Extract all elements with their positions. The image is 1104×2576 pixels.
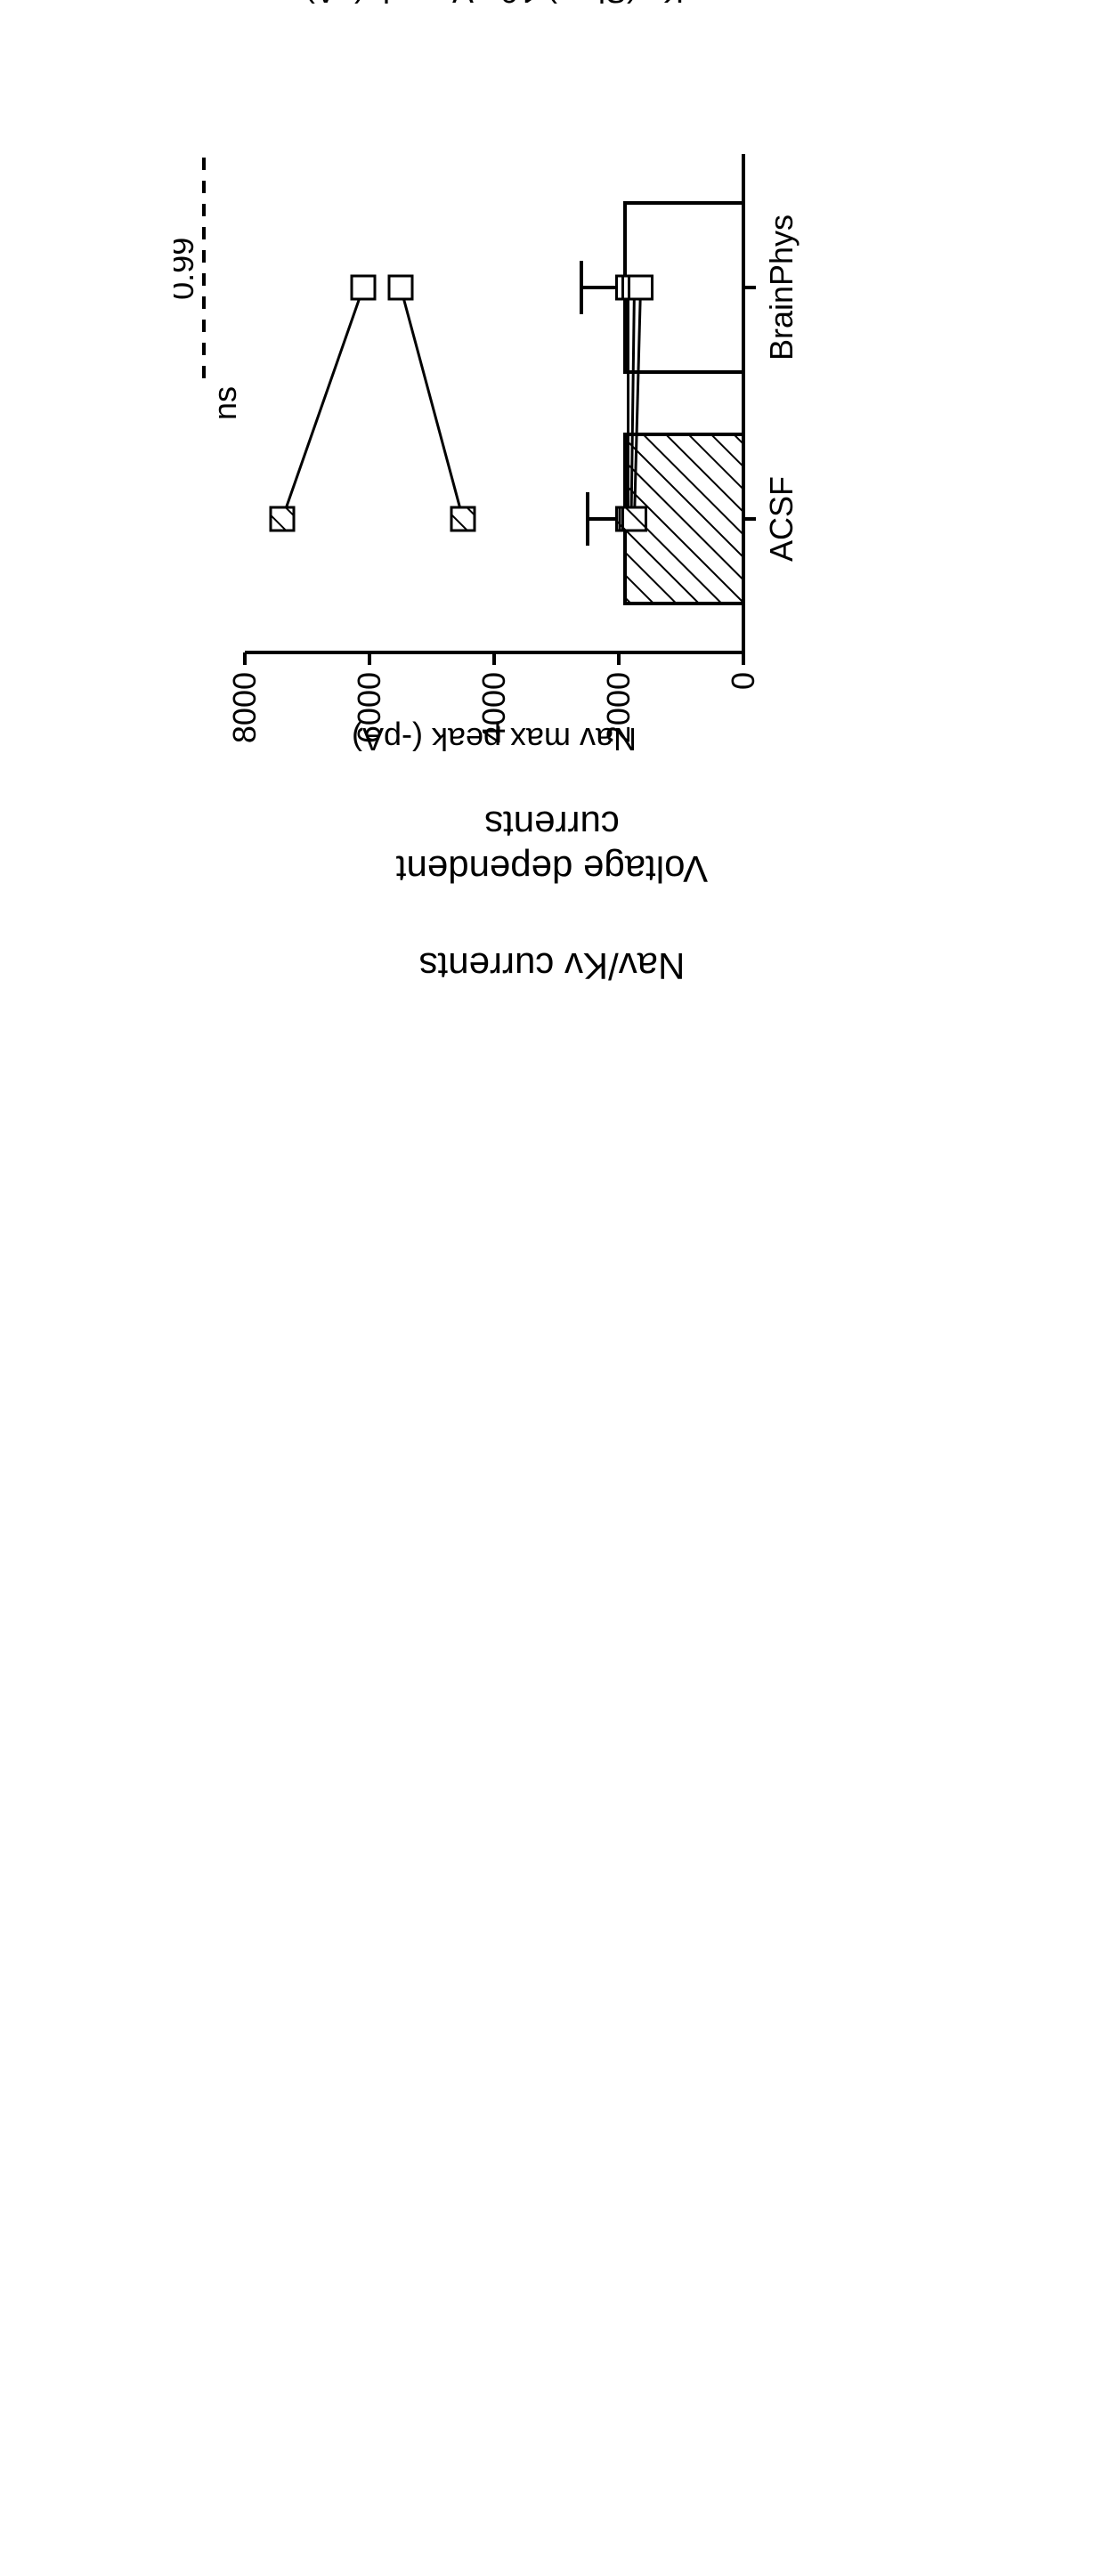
svg-text:BrainPhys: BrainPhys (763, 215, 800, 360)
svg-text:ACSF: ACSF (763, 476, 800, 562)
svg-text:Kv (Slow)-10mV peak (pA): Kv (Slow)-10mV peak (pA) (304, 0, 684, 10)
chart-1-svg: 02000400060008000Nav max peak (-pA)ACSFB… (174, 118, 859, 759)
section-label-1: Nav/Kv currents (419, 944, 686, 987)
svg-text:8000: 8000 (226, 672, 263, 743)
charts-row: 02000400060008000Nav max peak (-pA)ACSFB… (174, 0, 859, 759)
svg-text:ns: ns (207, 386, 243, 420)
chart-1: 02000400060008000Nav max peak (-pA)ACSFB… (174, 118, 859, 759)
chart-2-svg: 02004006008001000Kv (Slow)-10mV peak (pA… (174, 0, 859, 12)
chart-2: 02004006008001000Kv (Slow)-10mV peak (pA… (174, 0, 859, 12)
svg-text:Nav max peak (-pA): Nav max peak (-pA) (352, 721, 637, 757)
svg-text:0.99: 0.99 (174, 238, 200, 300)
section-labels: Nav/Kv currents Voltage dependent curren… (396, 801, 708, 987)
svg-text:0: 0 (725, 672, 761, 690)
section-label-2: Voltage dependent currents (396, 801, 708, 891)
